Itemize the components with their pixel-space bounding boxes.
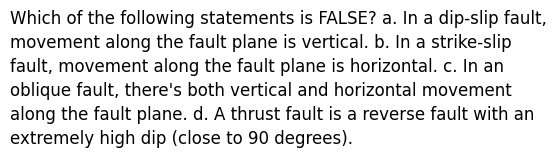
Text: oblique fault, there's both vertical and horizontal movement: oblique fault, there's both vertical and…	[10, 82, 512, 100]
Text: fault, movement along the fault plane is horizontal. c. In an: fault, movement along the fault plane is…	[10, 58, 504, 76]
Text: along the fault plane. d. A thrust fault is a reverse fault with an: along the fault plane. d. A thrust fault…	[10, 106, 535, 124]
Text: extremely high dip (close to 90 degrees).: extremely high dip (close to 90 degrees)…	[10, 130, 353, 148]
Text: movement along the fault plane is vertical. b. In a strike-slip: movement along the fault plane is vertic…	[10, 34, 512, 52]
Text: Which of the following statements is FALSE? a. In a dip-slip fault,: Which of the following statements is FAL…	[10, 10, 547, 28]
